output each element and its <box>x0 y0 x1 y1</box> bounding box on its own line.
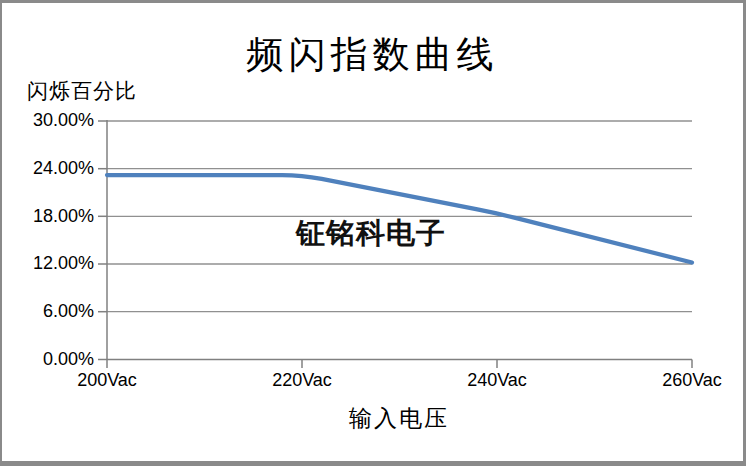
y-tick-label: 30.00% <box>2 109 94 131</box>
chart-container: 频闪指数曲线 闪烁百分比 钲铭科电子 30.00% 24.00% 18.00% … <box>0 0 746 466</box>
y-tick-label: 0.00% <box>2 348 94 370</box>
x-tick-label: 260Vac <box>632 369 746 391</box>
x-tick-label: 220Vac <box>242 369 362 391</box>
x-axis-title: 输入电压 <box>299 403 499 434</box>
x-tick-label: 200Vac <box>47 369 167 391</box>
y-tick-label: 6.00% <box>2 300 94 322</box>
y-tick-label: 24.00% <box>2 157 94 179</box>
x-tick-label: 240Vac <box>437 369 557 391</box>
y-tick-label: 18.00% <box>2 205 94 227</box>
watermark-text: 钲铭科电子 <box>296 214 446 254</box>
y-tick-label: 12.00% <box>2 252 94 274</box>
